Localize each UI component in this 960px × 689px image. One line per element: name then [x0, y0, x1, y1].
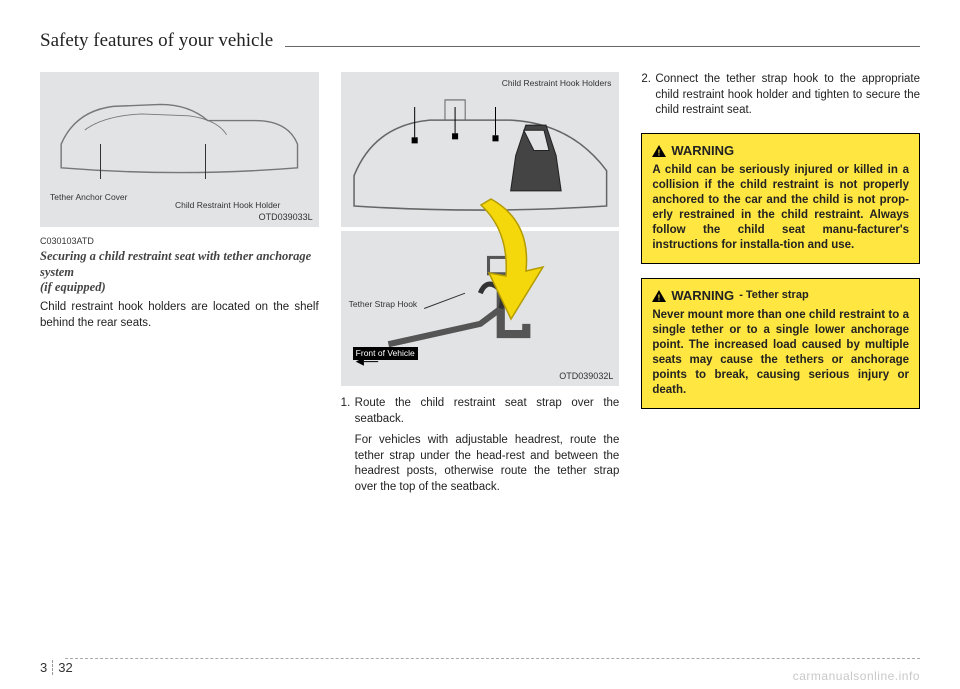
footer-section: 3 [40, 660, 53, 675]
column-1: Tether Anchor Cover Child Restraint Hook… [40, 72, 319, 627]
front-of-vehicle-tag: Front of Vehicle [353, 347, 418, 360]
figure-1-tick-right [205, 144, 206, 179]
warning-box-1: ! WARNING A child can be seriously injur… [641, 133, 920, 264]
figure-1-label-left: Tether Anchor Cover [50, 192, 127, 203]
warning-2-title-row: ! WARNING - Tether strap [652, 287, 909, 305]
step-2: 2. Connect the tether strap hook to the … [641, 72, 920, 119]
warning-icon: ! [652, 289, 666, 301]
figure-1-tick-left [100, 144, 101, 179]
footer-page: 32 [53, 660, 72, 675]
page: Safety features of your vehicle Tether A… [0, 0, 960, 689]
svg-text:!: ! [658, 149, 661, 158]
step-1-subtext: For vehicles with adjustable headrest, r… [355, 433, 620, 495]
figure-2-code: OTD039032L [559, 370, 613, 382]
page-header: Safety features of your vehicle [40, 30, 920, 52]
column-2: Child Restraint Hook Holders [341, 72, 620, 627]
footer-dash-line [65, 658, 920, 659]
warning-1-title-row: ! WARNING [652, 142, 909, 160]
step-1: 1. Route the child restraint seat strap … [341, 396, 620, 427]
body-paragraph-1: Child restraint hook holders are located… [40, 300, 319, 331]
watermark: carmanualsonline.info [793, 669, 920, 683]
warning-1-text: A child can be seriously injured or kill… [652, 163, 909, 253]
figure-1-label-right: Child Restraint Hook Holder [175, 200, 295, 211]
header-title: Safety features of your vehicle [40, 30, 285, 52]
figure-1: Tether Anchor Cover Child Restraint Hook… [40, 72, 319, 227]
warning-icon: ! [652, 144, 666, 156]
subheading: Securing a child restraint seat with tet… [40, 249, 319, 296]
figure-1-code: OTD039033L [259, 211, 313, 223]
header-rule [285, 46, 920, 47]
step-1-text: Route the child restraint seat strap ove… [355, 396, 620, 427]
arrow-icon [471, 191, 561, 331]
step-2-text: Connect the tether strap hook to the app… [655, 72, 920, 119]
figure-2-top-label: Child Restraint Hook Holders [502, 78, 612, 89]
svg-text:!: ! [658, 294, 661, 303]
figure-1-caption-code: C030103ATD [40, 235, 319, 247]
warning-2-subtitle: - Tether strap [739, 288, 808, 303]
step-1-number: 1. [341, 396, 355, 427]
warning-2-title: WARNING [671, 287, 734, 305]
warning-2-text: Never mount more than one child restrain… [652, 308, 909, 398]
content-columns: Tether Anchor Cover Child Restraint Hook… [40, 72, 920, 627]
column-3: 2. Connect the tether strap hook to the … [641, 72, 920, 627]
step-2-number: 2. [641, 72, 655, 119]
figure-1-sketch [46, 78, 313, 182]
page-footer: 3 32 [40, 660, 73, 675]
warning-1-title: WARNING [671, 142, 734, 160]
warning-box-2: ! WARNING - Tether strap Never mount mor… [641, 278, 920, 409]
